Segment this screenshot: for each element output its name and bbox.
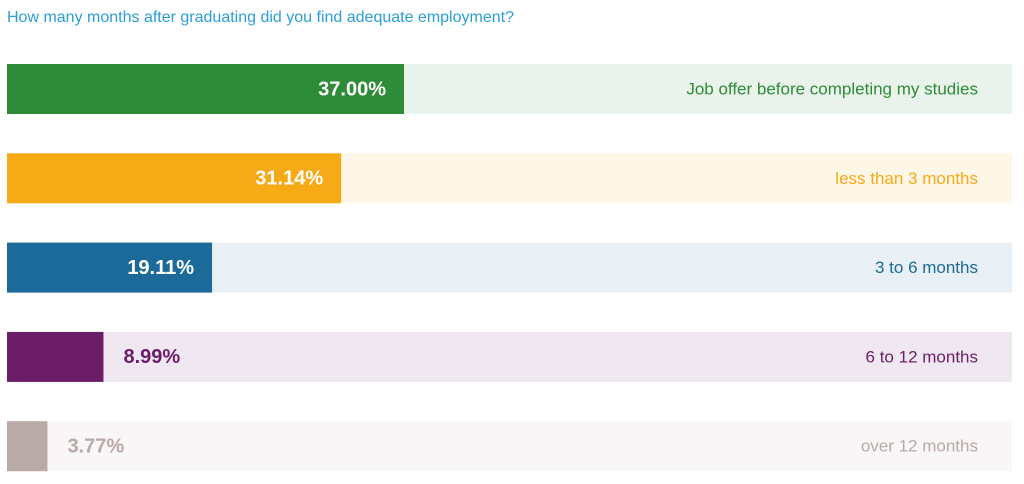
bar-track <box>7 421 1012 472</box>
bar <box>7 331 104 382</box>
bar <box>7 421 48 472</box>
value-label: 31.14% <box>255 168 323 190</box>
category-label: less than 3 months <box>835 169 978 188</box>
category-label: 6 to 12 months <box>866 347 978 366</box>
chart-title: How many months after graduating did you… <box>7 9 514 26</box>
bar <box>7 242 213 293</box>
value-label: 37.00% <box>318 78 386 100</box>
bar <box>7 64 405 114</box>
value-label: 19.11% <box>127 257 194 279</box>
category-label: Job offer before completing my studies <box>686 79 978 98</box>
bar <box>7 153 342 204</box>
value-label: 3.77% <box>67 435 124 457</box>
category-label: 3 to 6 months <box>875 258 978 277</box>
value-label: 8.99% <box>123 346 180 368</box>
bar-track <box>7 331 1012 382</box>
category-label: over 12 months <box>861 437 978 456</box>
